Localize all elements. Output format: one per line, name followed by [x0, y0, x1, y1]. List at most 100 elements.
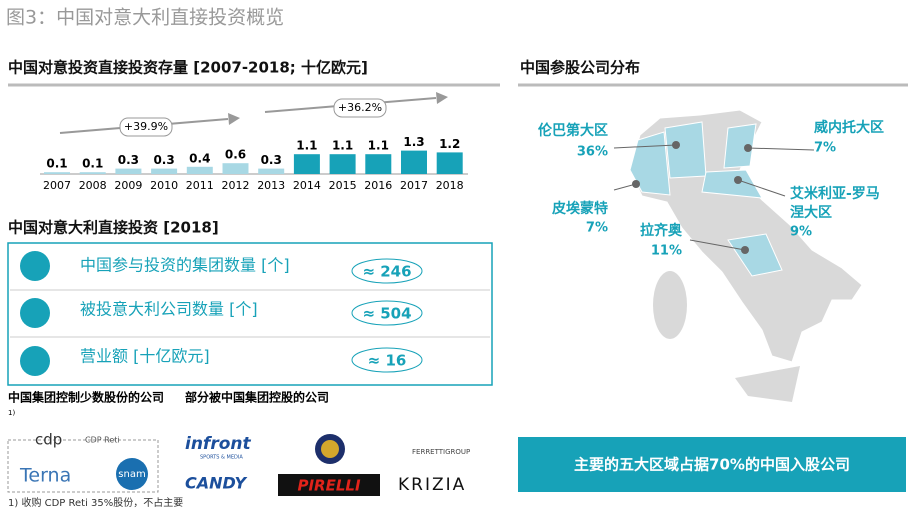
kpi-label: 营业额 [十亿欧元] — [80, 347, 210, 366]
kpi-pill — [351, 300, 423, 326]
map-title: 中国参股公司分布 — [520, 59, 640, 77]
bar-chart: +39.9% +36.2% 0.1 2007 0.1 2008 0.3 2009 0.3 20… — [40, 92, 468, 192]
bar — [44, 172, 70, 174]
island — [653, 271, 687, 339]
value-label: 0.3 — [153, 153, 174, 167]
logo-disc — [116, 458, 148, 490]
icon — [20, 298, 50, 328]
logo-box — [7, 439, 159, 493]
logo: CANDY — [185, 474, 248, 493]
x-tick-label: 2009 — [114, 179, 142, 192]
x-tick-label: 2008 — [79, 179, 107, 192]
logo: infront — [185, 434, 251, 454]
x-tick-label: 2014 — [293, 179, 321, 192]
region-shape — [723, 123, 757, 169]
kpi-pill — [351, 258, 423, 284]
value-label: 1.1 — [296, 139, 317, 153]
kpi-box — [7, 242, 493, 386]
region-share: 7% — [814, 141, 836, 156]
bar — [115, 168, 142, 174]
region-shape — [664, 121, 707, 179]
footnote: 1) 收购 CDP Reti 35%股份，不占主要 — [8, 496, 183, 509]
logo: SPORTS & MEDIA — [200, 455, 243, 461]
kpi-label: 被投意大利公司数量 [个] — [80, 300, 258, 319]
group-title: 部分被中国集团控股的公司 — [185, 390, 329, 405]
value-label: 1.1 — [368, 139, 389, 153]
x-tick-label: 2017 — [400, 179, 428, 192]
value-label: 1.2 — [439, 137, 460, 151]
value-label: 0.1 — [82, 157, 103, 171]
logo: CDP Reti — [85, 436, 120, 445]
x-tick-label: 2011 — [186, 179, 214, 192]
island — [735, 366, 800, 402]
bar — [329, 154, 356, 174]
kpi-value: ≈ 16 — [368, 352, 407, 370]
region-name: 威内托大区 — [814, 119, 884, 136]
annotation-box — [333, 98, 387, 118]
logo: FERRETTIGROUP — [412, 448, 470, 456]
bar — [365, 154, 392, 174]
x-tick-label: 2012 — [222, 179, 250, 192]
region-shape — [727, 233, 783, 277]
bar — [151, 168, 178, 174]
value-label: 0.4 — [189, 151, 210, 165]
bar — [258, 168, 285, 174]
x-tick-label: 2013 — [257, 179, 285, 192]
x-tick-label: 2016 — [364, 179, 392, 192]
value-label: 1.1 — [332, 139, 353, 153]
region-share: 7% — [586, 221, 608, 236]
region-share: 11% — [651, 244, 682, 259]
section-title: 中国对意大利直接投资 [2018] — [8, 219, 219, 237]
annotation-box — [119, 117, 173, 137]
x-tick-label: 2018 — [436, 179, 464, 192]
summary: 主要的五大区域占据70%的中国入股公司 — [574, 456, 850, 474]
logo: snam — [118, 469, 145, 480]
map: 伦巴第大区 36% 威内托大区 7% 皮埃蒙特 7% 艾米利亚-罗马 涅大区 9… — [538, 109, 884, 402]
value-label: 0.6 — [225, 148, 246, 162]
kpi-row: 营业额 [十亿欧元] ≈ 16 — [20, 346, 423, 376]
kpi-pill — [351, 347, 423, 373]
kpi-row: 中国参与投资的集团数量 [个] ≈ 246 — [20, 251, 423, 284]
value-label: 0.3 — [118, 153, 139, 167]
icon — [20, 346, 50, 376]
region-share: 9% — [790, 225, 812, 240]
kpi-value: ≈ 246 — [362, 263, 411, 281]
kpi-row: 被投意大利公司数量 [个] ≈ 504 — [20, 298, 423, 328]
value-label: 0.3 — [261, 153, 282, 167]
x-tick-label: 2007 — [43, 179, 71, 192]
bar — [401, 150, 427, 174]
icon — [20, 251, 50, 281]
arrow-head — [228, 113, 240, 125]
x-tick-label: 2015 — [329, 179, 357, 192]
region-name: 拉齐奥 — [640, 222, 683, 239]
bar — [79, 172, 106, 174]
region-name: 皮埃蒙特 — [551, 200, 608, 217]
region-shape — [701, 169, 763, 199]
region-name: 艾米利亚-罗马 — [790, 185, 880, 202]
group-title: 中国集团控制少数股份的公司 — [8, 390, 164, 405]
annotation: +36.2% — [338, 101, 382, 114]
x-tick-label: 2010 — [150, 179, 178, 192]
region-share: 36% — [577, 145, 608, 160]
chart-title: 中国对意投资直接投资存量 [2007-2018; 十亿欧元] — [8, 59, 368, 77]
bar — [293, 154, 320, 174]
value-label: 1.3 — [403, 135, 424, 149]
logo-bg — [278, 474, 380, 496]
footnote-mark: 1) — [8, 409, 15, 417]
pins — [632, 141, 752, 254]
kpi-value: ≈ 504 — [362, 305, 411, 323]
logo: cdp — [35, 431, 62, 449]
region-name: 伦巴第大区 — [538, 122, 608, 139]
kpi-label: 中国参与投资的集团数量 [个] — [80, 256, 290, 275]
bar — [436, 152, 463, 174]
value-label: 0.1 — [46, 157, 67, 171]
summary-box — [518, 437, 906, 492]
logo: PIRELLI — [297, 477, 360, 495]
region-shape — [629, 131, 671, 196]
arrow-head — [436, 92, 448, 104]
bar — [186, 166, 213, 174]
region-name: 涅大区 — [790, 204, 832, 221]
logo: Terna — [19, 465, 71, 487]
logo: KRIZIA — [398, 475, 466, 495]
